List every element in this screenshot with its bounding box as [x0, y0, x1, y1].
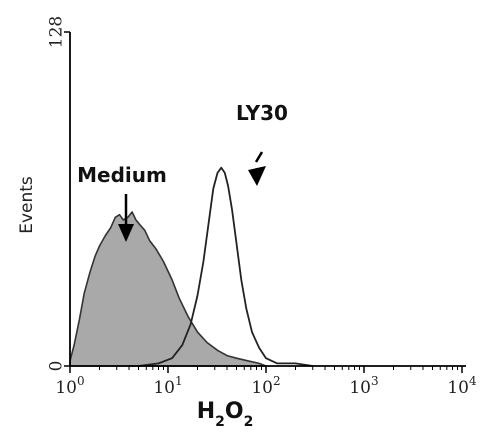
- x-tick-label: 103: [349, 374, 378, 398]
- y-tick-label-128: 128: [47, 16, 67, 48]
- axes: 128 0 100 101 102 103 104: [47, 16, 478, 398]
- x-tick-label: 100: [55, 374, 84, 398]
- x-tick-label: 101: [153, 374, 182, 398]
- medium-label: Medium: [77, 163, 167, 187]
- medium-histogram: [69, 211, 267, 367]
- labels: Events H2O2 Medium LY30: [17, 101, 288, 430]
- ly30-label: LY30: [236, 101, 288, 125]
- medium-arrow-head: [118, 224, 134, 242]
- plot-area: [69, 166, 313, 367]
- ly30-arrow-head: [248, 166, 266, 186]
- y-axis-label: Events: [17, 176, 37, 234]
- x-axis-label: H2O2: [197, 399, 254, 430]
- ly30-arrow-shaft: [254, 151, 264, 163]
- x-tick-label: 102: [251, 374, 280, 398]
- x-tick-label: 104: [447, 374, 477, 398]
- y-tick-label-0: 0: [47, 361, 67, 372]
- ly30-histogram: [138, 166, 313, 367]
